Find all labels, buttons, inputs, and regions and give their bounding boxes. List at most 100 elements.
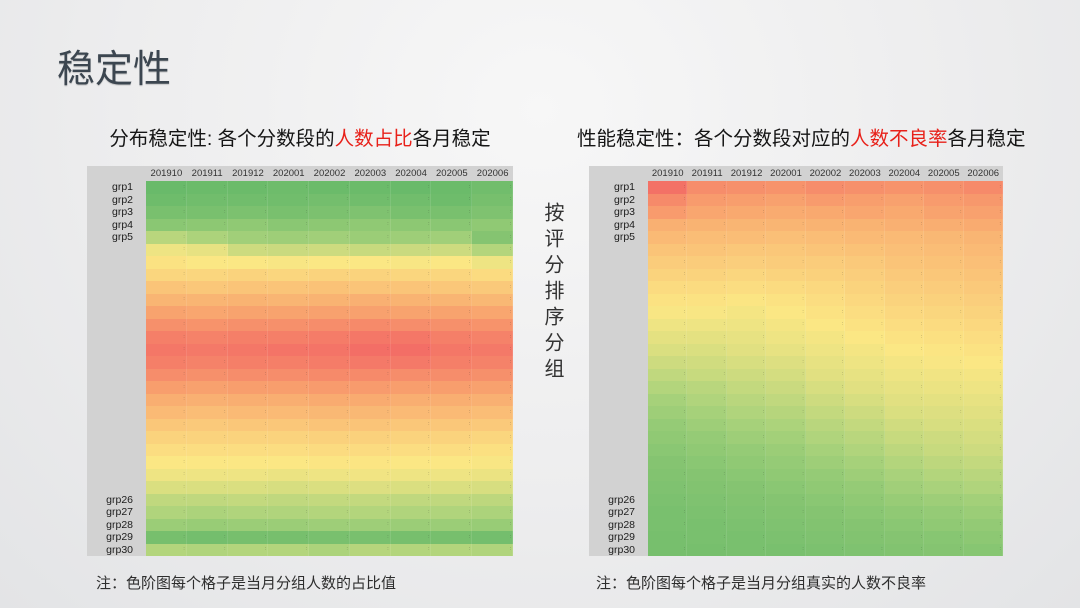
heatmap-row: ::::::::: bbox=[589, 481, 1003, 494]
cell-value-mark: : bbox=[762, 408, 765, 415]
cell-value-mark: : bbox=[684, 496, 686, 503]
cell-value-mark: : bbox=[509, 308, 512, 315]
heatmap-cell: : bbox=[186, 231, 228, 244]
heatmap-row: ::::::::: bbox=[589, 393, 1003, 406]
heatmap-cell: : bbox=[431, 406, 473, 419]
heatmap-cell: : bbox=[309, 393, 350, 406]
cell-value-mark: : bbox=[305, 233, 308, 240]
cell-value-mark: : bbox=[960, 408, 962, 415]
heatmap-cell: : bbox=[309, 443, 350, 456]
cell-value-mark: : bbox=[387, 183, 389, 190]
cell-value-mark: : bbox=[881, 358, 883, 365]
cell-value-mark: : bbox=[960, 383, 962, 390]
subtitle-text: 各月稳定 bbox=[412, 128, 491, 150]
heatmap-row: ::::::::: bbox=[589, 243, 1003, 256]
heatmap-row: grp28::::::::: bbox=[87, 518, 514, 531]
row-label bbox=[589, 369, 648, 382]
heatmap-cell: : bbox=[146, 368, 187, 381]
cell-value-mark: : bbox=[224, 471, 226, 478]
cell-value-mark: : bbox=[723, 383, 725, 390]
heatmap-cell: : bbox=[146, 331, 187, 344]
heatmap-cell: : bbox=[268, 381, 310, 394]
heatmap-cell: : bbox=[472, 418, 514, 431]
cell-value-mark: : bbox=[841, 346, 844, 353]
heatmap-cell: : bbox=[805, 543, 846, 556]
heatmap-cell: : bbox=[726, 256, 767, 269]
heatmap-cell: : bbox=[309, 518, 350, 531]
cell-value-mark: : bbox=[920, 221, 923, 228]
cell-value-mark: : bbox=[881, 296, 883, 303]
heatmap-cell: : bbox=[884, 518, 925, 531]
heatmap-cell: : bbox=[309, 318, 350, 331]
cell-value-mark: : bbox=[509, 283, 512, 290]
cell-value-mark: : bbox=[428, 396, 430, 403]
heatmap-cell: : bbox=[648, 281, 688, 294]
row-label bbox=[87, 481, 146, 494]
cell-value-mark: : bbox=[881, 483, 883, 490]
cell-value-mark: : bbox=[723, 258, 725, 265]
cell-value-mark: : bbox=[428, 433, 430, 440]
heatmap-cell: : bbox=[963, 331, 1003, 344]
cell-value-mark: : bbox=[960, 458, 962, 465]
heatmap-cell: : bbox=[268, 368, 310, 381]
heatmap-cell: : bbox=[884, 256, 925, 269]
cell-value-mark: : bbox=[346, 333, 348, 340]
cell-value-mark: : bbox=[802, 358, 804, 365]
cell-value-mark: : bbox=[468, 271, 471, 278]
cell-value-mark: : bbox=[999, 246, 1001, 253]
heatmap-cell: : bbox=[924, 181, 964, 194]
heatmap-cell: : bbox=[726, 331, 767, 344]
heatmap-row: grp26::::::::: bbox=[87, 493, 514, 506]
heatmap-cell: : bbox=[309, 306, 350, 319]
cell-value-mark: : bbox=[802, 408, 804, 415]
heatmap-cell: : bbox=[726, 456, 767, 469]
heatmap-cell: : bbox=[924, 493, 964, 506]
heatmap-cell: : bbox=[349, 218, 391, 231]
heatmap-cell: : bbox=[146, 231, 187, 244]
month-header: 201912 bbox=[730, 168, 763, 179]
heatmap-cell: : bbox=[146, 393, 187, 406]
cell-value-mark: : bbox=[684, 258, 686, 265]
cell-value-mark: : bbox=[723, 533, 725, 540]
cell-value-mark: : bbox=[183, 396, 185, 403]
heatmap-cell: : bbox=[805, 256, 846, 269]
cell-value-mark: : bbox=[346, 458, 348, 465]
cell-value-mark: : bbox=[802, 446, 804, 453]
cell-value-mark: : bbox=[999, 296, 1001, 303]
cell-value-mark: : bbox=[305, 383, 308, 390]
cell-value-mark: : bbox=[920, 483, 923, 490]
heatmap-cell: : bbox=[227, 231, 269, 244]
cell-value-mark: : bbox=[723, 196, 725, 203]
heatmap-cell: : bbox=[884, 493, 925, 506]
heatmap-cell: : bbox=[924, 218, 964, 231]
heatmap-cell: : bbox=[146, 193, 187, 206]
cell-value-mark: : bbox=[509, 258, 512, 265]
heatmap-cell: : bbox=[472, 431, 514, 444]
heatmap-cell: : bbox=[349, 181, 391, 194]
cell-value-mark: : bbox=[762, 283, 765, 290]
cell-value-mark: : bbox=[264, 408, 267, 415]
heatmap-cell: : bbox=[268, 356, 310, 369]
cell-value-mark: : bbox=[468, 521, 471, 528]
cell-value-mark: : bbox=[920, 283, 923, 290]
cell-value-mark: : bbox=[264, 333, 267, 340]
cell-value-mark: : bbox=[684, 533, 686, 540]
cell-value-mark: : bbox=[841, 408, 844, 415]
cell-value-mark: : bbox=[762, 271, 765, 278]
heatmap-row: ::::::::: bbox=[87, 306, 514, 319]
cell-value-mark: : bbox=[387, 246, 389, 253]
cell-value-mark: : bbox=[183, 546, 185, 553]
cell-value-mark: : bbox=[183, 258, 185, 265]
heatmap-cell: : bbox=[726, 381, 767, 394]
heatmap-cell: : bbox=[884, 193, 925, 206]
cell-value-mark: : bbox=[960, 421, 962, 428]
cell-value-mark: : bbox=[881, 446, 883, 453]
cell-value-mark: : bbox=[684, 383, 686, 390]
heatmap-cell: : bbox=[766, 268, 806, 281]
heatmap-cell: : bbox=[349, 231, 391, 244]
cell-value-mark: : bbox=[468, 321, 471, 328]
cell-value-mark: : bbox=[509, 396, 512, 403]
heatmap-cell: : bbox=[845, 468, 885, 481]
cell-value-mark: : bbox=[920, 458, 923, 465]
heatmap-cell: : bbox=[472, 293, 514, 306]
